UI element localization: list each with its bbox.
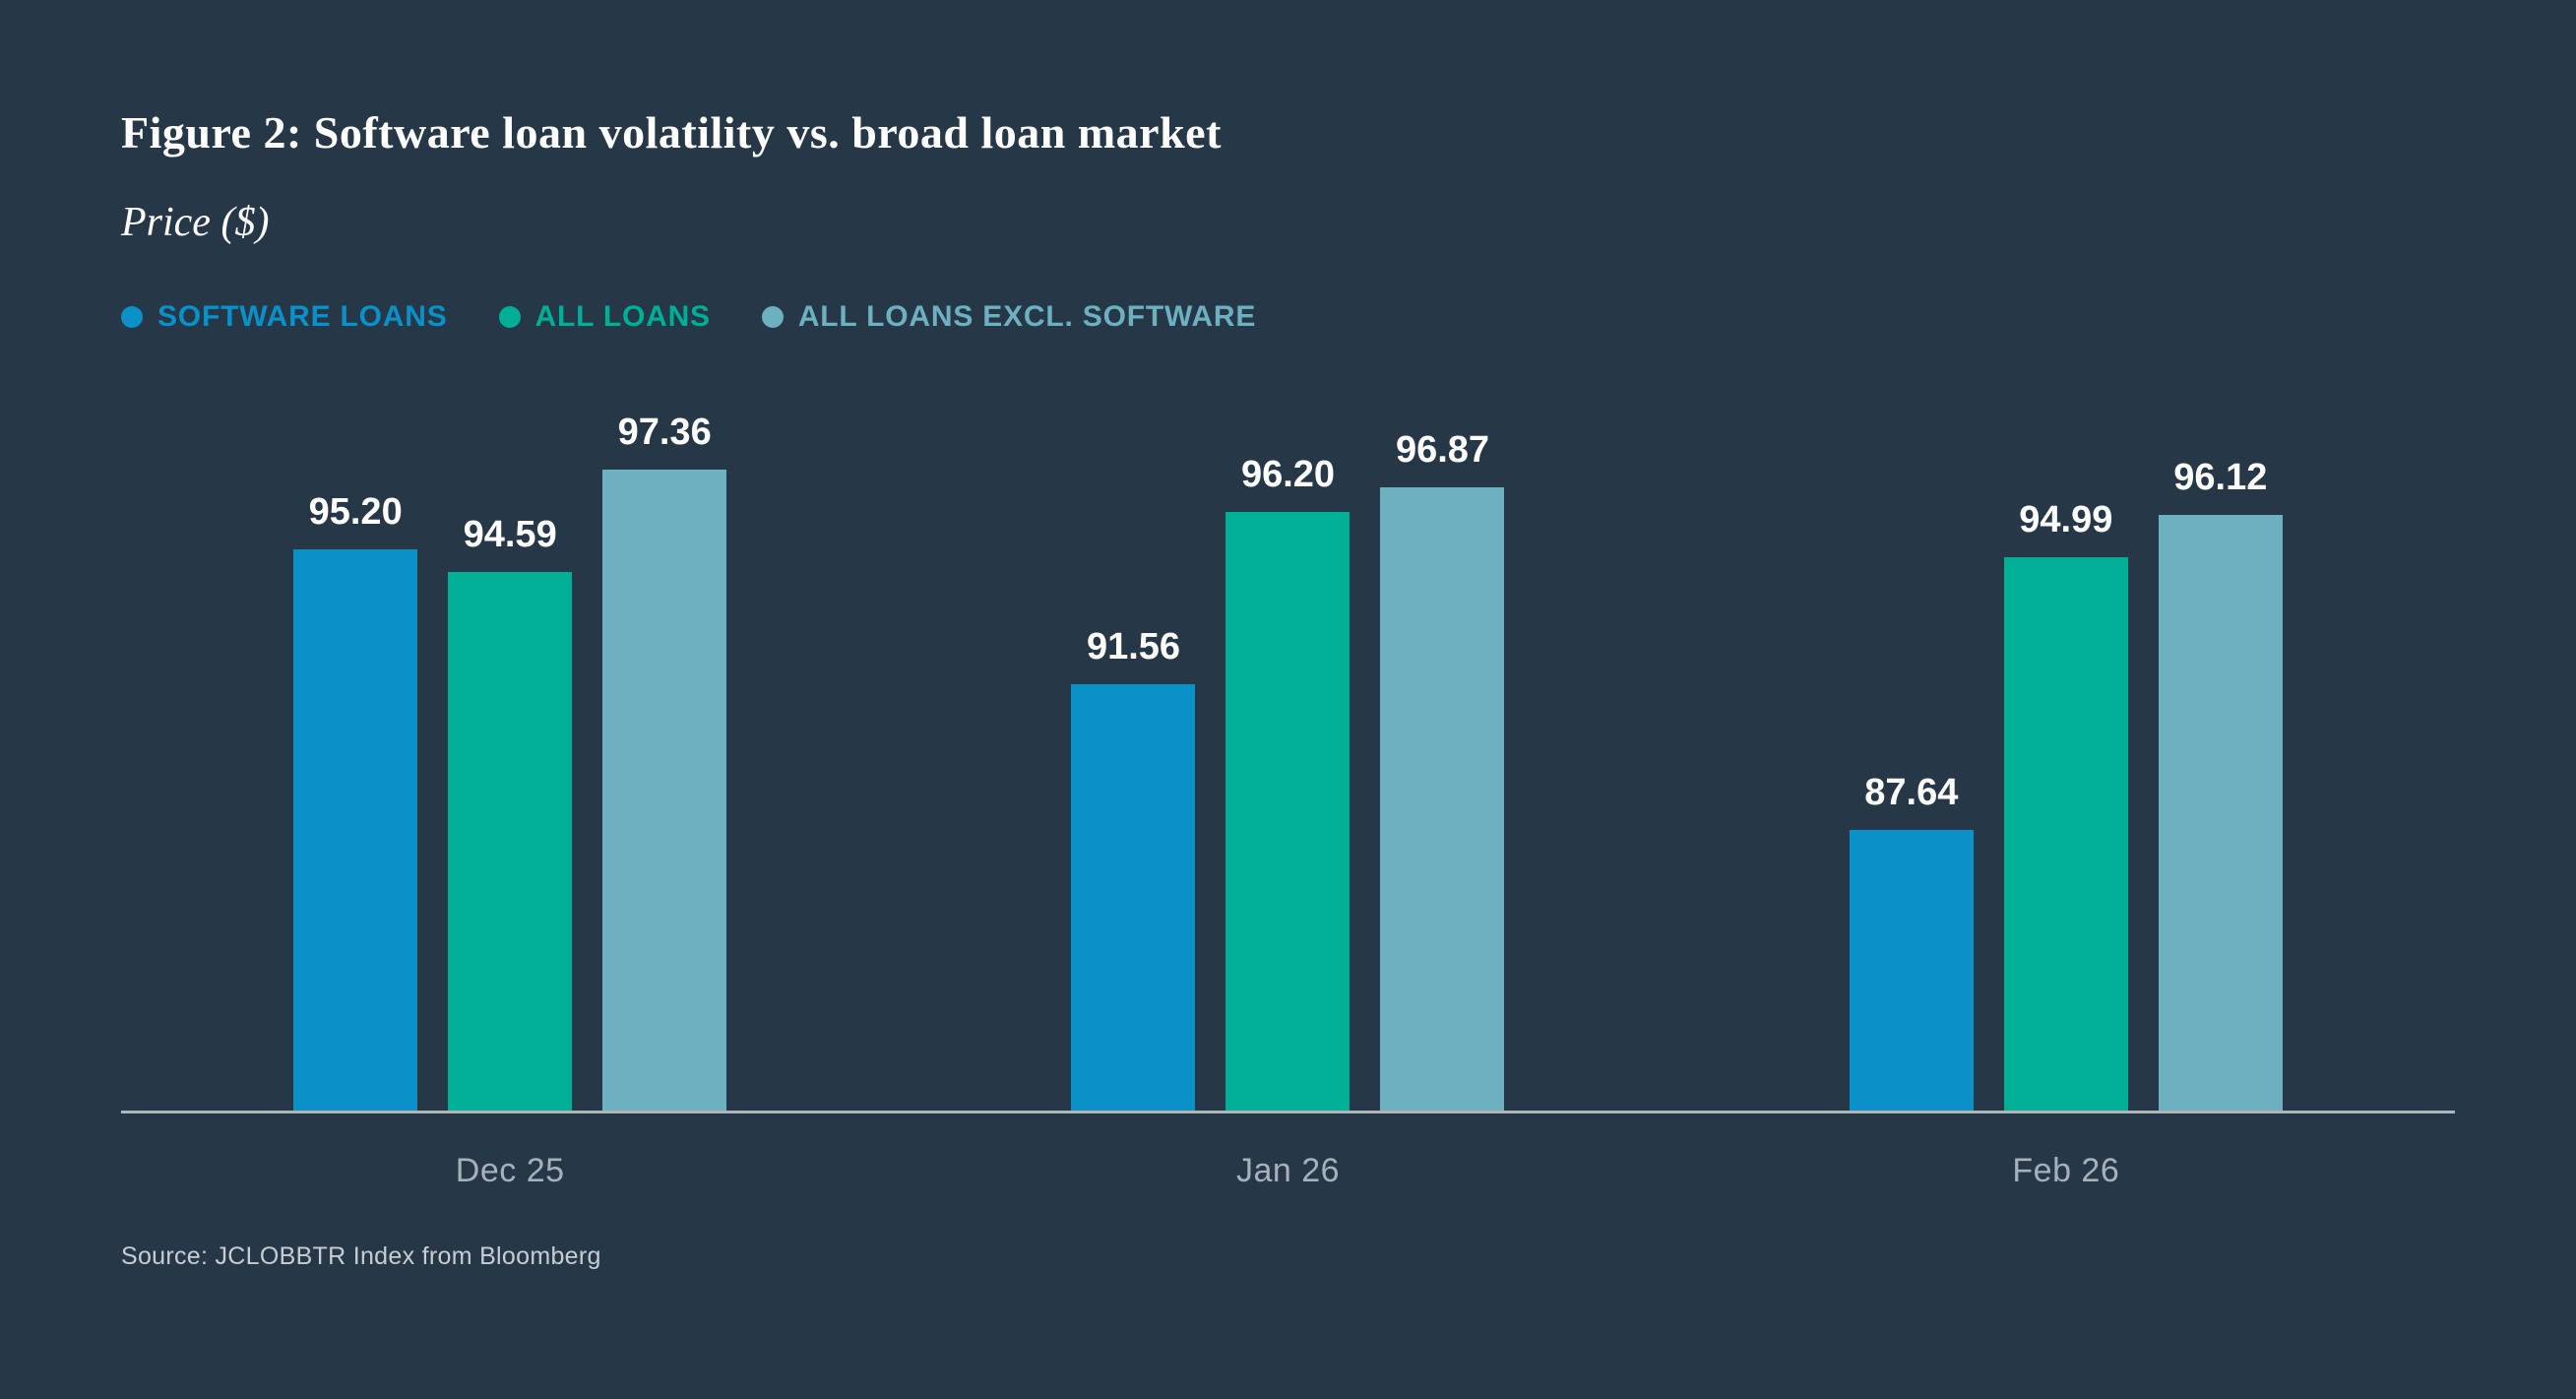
- chart-legend: SOFTWARE LOANS ALL LOANS ALL LOANS EXCL. S…: [121, 300, 1256, 334]
- x-axis-labels: Dec 25 Jan 26 Feb 26: [121, 1152, 2455, 1190]
- bar: 94.59: [448, 514, 573, 1113]
- legend-label: ALL LOANS EXCL. SOFTWARE: [797, 300, 1257, 333]
- bar-group: 91.56 96.20 96.87: [899, 423, 1676, 1113]
- bar-value-label: 94.59: [463, 514, 557, 555]
- bar-value-label: 97.36: [617, 412, 712, 453]
- bar-value-label: 91.56: [1086, 626, 1181, 668]
- bar-value-label: 96.20: [1240, 454, 1336, 495]
- source-note: Source: JCLOBBTR Index from Bloomberg: [121, 1242, 601, 1270]
- bar-value-label: 96.12: [2173, 457, 2268, 498]
- bar: 94.99: [2003, 499, 2128, 1113]
- bar-group: 87.64 94.99 96.12: [1677, 423, 2455, 1113]
- x-axis-line: [121, 1111, 2455, 1113]
- bar: 96.87: [1380, 429, 1505, 1113]
- figure-unit-label: Price ($): [121, 200, 270, 245]
- legend-item: ALL LOANS: [498, 300, 711, 334]
- bar: 96.12: [2158, 457, 2283, 1113]
- bar-value-label: 87.64: [1864, 772, 1959, 813]
- bar-group: 95.20 94.59 97.36: [121, 412, 899, 1113]
- bar: 91.56: [1071, 626, 1196, 1113]
- legend-label: SOFTWARE LOANS: [157, 300, 448, 333]
- legend-dot-icon: [498, 306, 521, 328]
- bar: 87.64: [1849, 772, 1974, 1113]
- legend-dot-icon: [121, 306, 143, 328]
- bar-value-label: 94.99: [2019, 499, 2113, 541]
- legend-label: ALL LOANS: [534, 300, 711, 333]
- bar: 96.20: [1225, 454, 1351, 1113]
- bar-value-label: 96.87: [1395, 429, 1490, 471]
- legend-dot-icon: [761, 306, 784, 328]
- legend-item: SOFTWARE LOANS: [121, 300, 448, 334]
- bar: 97.36: [602, 412, 727, 1113]
- x-axis-category-label: Jan 26: [1235, 1152, 1341, 1189]
- x-axis-category-label: Dec 25: [455, 1152, 565, 1189]
- bar-chart-plot-area: 95.20 94.59 97.36 91.56 96.20 96.87 87.64 94.99…: [121, 412, 2455, 1113]
- bar: 95.20: [293, 491, 418, 1113]
- bar-groups: 95.20 94.59 97.36 91.56 96.20 96.87 87.64 94.99…: [121, 412, 2455, 1113]
- bar-value-label: 95.20: [308, 491, 403, 533]
- figure-title: Figure 2: Software loan volatility vs. b…: [121, 107, 1222, 158]
- x-axis-category-label: Feb 26: [2012, 1152, 2120, 1189]
- legend-item: ALL LOANS EXCL. SOFTWARE: [761, 300, 1257, 334]
